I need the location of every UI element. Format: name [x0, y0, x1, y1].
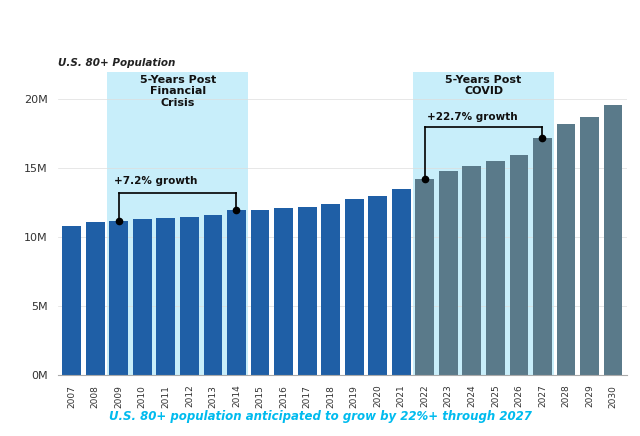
Bar	[392, 189, 411, 375]
Text: +7.2% growth: +7.2% growth	[114, 176, 198, 186]
Text: Aging Population Fuels Demand¹: Aging Population Fuels Demand¹	[155, 27, 485, 45]
Bar	[204, 215, 222, 375]
Text: +22.7% growth: +22.7% growth	[427, 112, 518, 122]
Bar	[580, 117, 599, 375]
Bar	[109, 221, 128, 375]
Bar	[62, 226, 81, 375]
Text: U.S. 80+ population anticipated to grow by 22%+ through 2027: U.S. 80+ population anticipated to grow …	[109, 410, 531, 423]
Bar	[415, 179, 434, 375]
Bar	[509, 155, 529, 375]
Bar	[274, 208, 293, 375]
Bar	[180, 217, 199, 375]
Bar	[413, 72, 554, 375]
Bar	[345, 199, 364, 375]
Bar	[156, 218, 175, 375]
Bar	[251, 210, 269, 375]
Text: 5-Years Post
COVID: 5-Years Post COVID	[445, 75, 522, 96]
Bar	[533, 138, 552, 375]
Text: 5-Years Post
Financial
Crisis: 5-Years Post Financial Crisis	[140, 75, 216, 108]
Text: U.S. 80+ Population: U.S. 80+ Population	[58, 58, 175, 68]
Bar	[86, 222, 105, 375]
Bar	[227, 210, 246, 375]
Bar	[439, 171, 458, 375]
Bar	[486, 161, 505, 375]
Bar	[557, 124, 575, 375]
Bar	[107, 72, 248, 375]
Bar	[321, 204, 340, 375]
Bar	[368, 196, 387, 375]
Bar	[298, 207, 317, 375]
Bar	[604, 105, 623, 375]
Bar	[133, 219, 152, 375]
Bar	[463, 166, 481, 375]
